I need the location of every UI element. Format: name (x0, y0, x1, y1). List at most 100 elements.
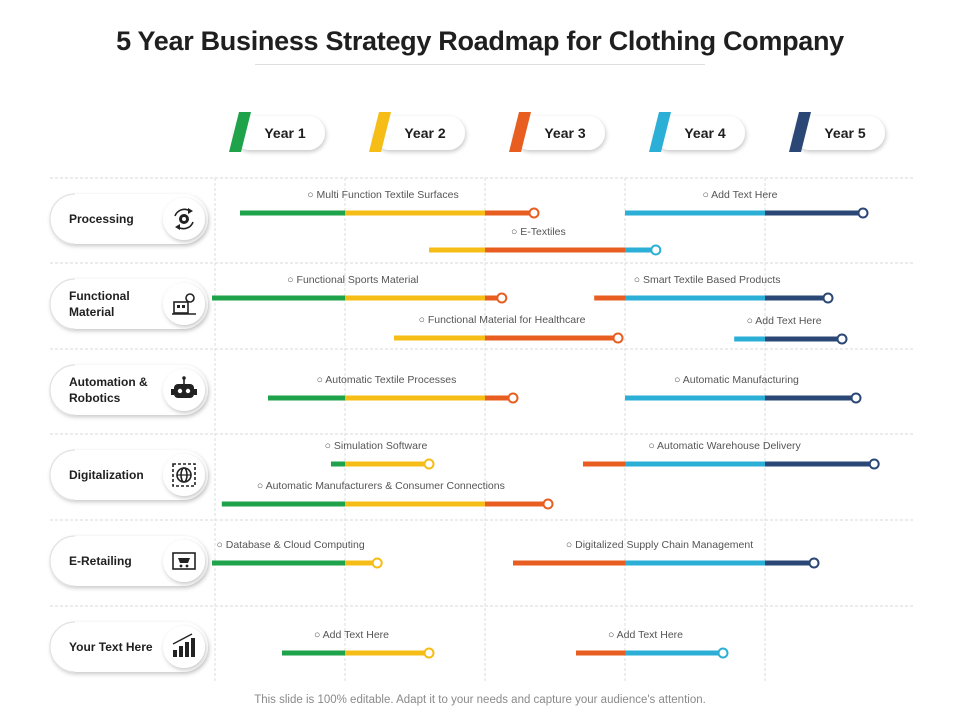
task-label: ○ Add Text Here (608, 629, 683, 641)
task-bar-segment (734, 336, 765, 342)
task-end-marker (650, 244, 662, 256)
roadmap-diagram: Year 1 Year 2 Year 3 Year 4 Year 5 Processing… (49, 112, 915, 682)
task-bar-segment (240, 210, 345, 216)
task-bar: ○ Functional Sports Material (212, 274, 508, 304)
task-end-marker (836, 333, 848, 345)
task-bar-segment (268, 395, 345, 401)
year-header-2: Year 2 (369, 112, 465, 152)
task-label: ○ Functional Sports Material (287, 274, 418, 286)
task-bar-segment (345, 395, 485, 401)
task-end-marker (822, 292, 834, 304)
category-label: Automation & Robotics (69, 375, 148, 405)
task-bar-segment (583, 461, 625, 467)
task-bar-segment (221, 501, 345, 507)
year-label: Year 4 (684, 125, 725, 141)
task-bar-segment (594, 295, 625, 301)
category-label: Processing (69, 212, 134, 226)
category-4: Digitalization (49, 449, 208, 501)
task-bar-segment (485, 247, 625, 253)
task-bar-segment (485, 335, 618, 341)
category-5: E-Retailing (49, 535, 208, 587)
year-ribbon (369, 112, 391, 152)
task-end-marker (528, 207, 540, 219)
year-label: Year 2 (404, 125, 445, 141)
task-bar-segment (212, 560, 345, 566)
task-bar-segment (394, 335, 485, 341)
task-end-marker (717, 647, 729, 659)
year-label: Year 5 (824, 125, 865, 141)
task-bar-segment (625, 247, 656, 253)
task-bar-segment (485, 210, 534, 216)
task-bar-segment (331, 461, 345, 467)
year-ribbon (229, 112, 251, 152)
year-header-4: Year 4 (649, 112, 745, 152)
category-2: Functional Material (49, 278, 208, 330)
task-bar: ○ Add Text Here (576, 629, 729, 659)
task-bar-segment (345, 295, 485, 301)
task-end-marker (857, 207, 869, 219)
robot-icon (171, 376, 197, 398)
task-end-marker (808, 557, 820, 569)
task-label: ○ Add Text Here (314, 629, 389, 641)
task-label: ○ Simulation Software (325, 440, 428, 452)
task-end-marker (423, 458, 435, 470)
category-label: Functional Material (69, 289, 130, 319)
task-bar-segment (765, 461, 875, 467)
year-ribbon (649, 112, 671, 152)
task-end-marker (423, 647, 435, 659)
task-bar: ○ Functional Material for Healthcare (394, 314, 624, 344)
task-bar: ○ Add Text Here (625, 189, 869, 219)
task-label: ○ Functional Material for Healthcare (419, 314, 586, 326)
task-bar-segment (625, 395, 765, 401)
task-label: ○ E-Textiles (511, 226, 566, 238)
task-bar-segment (282, 650, 345, 656)
task-bar-segment (513, 560, 625, 566)
task-bar-segment (345, 210, 485, 216)
category-6: Your Text Here (49, 621, 208, 673)
task-bar: ○ Automatic Textile Processes (268, 374, 519, 404)
task-bar-segment (212, 295, 345, 301)
task-bar-segment (765, 295, 828, 301)
page-title: 5 Year Business Strategy Roadmap for Clo… (116, 26, 844, 56)
title-divider (255, 64, 705, 65)
task-label: ○ Add Text Here (747, 315, 822, 327)
task-bar: ○ Database & Cloud Computing (212, 539, 383, 569)
task-bar-segment (625, 650, 723, 656)
task-bar-segment (625, 560, 765, 566)
task-bar-segment (625, 461, 765, 467)
task-bar-segment (345, 560, 378, 566)
task-label: ○ Automatic Warehouse Delivery (648, 440, 801, 452)
task-end-marker (868, 458, 880, 470)
task-bar-segment (485, 395, 513, 401)
year-label: Year 3 (544, 125, 585, 141)
category-label: Digitalization (69, 468, 144, 482)
task-bar: ○ Automatic Manufacturers & Consumer Con… (221, 480, 554, 510)
task-bar: ○ E-Textiles (429, 226, 662, 256)
year-header-3: Year 3 (509, 112, 605, 152)
task-bar-segment (345, 461, 429, 467)
year-header-1: Year 1 (229, 112, 325, 152)
task-end-marker (850, 392, 862, 404)
category-1: Processing (49, 193, 208, 245)
footer-note: This slide is 100% editable. Adapt it to… (254, 694, 706, 706)
task-bar-segment (429, 247, 485, 253)
bar-chart-icon (172, 633, 195, 657)
task-bar: ○ Add Text Here (282, 629, 435, 659)
category-label: Your Text Here (69, 640, 153, 654)
task-bar-segment (345, 501, 485, 507)
machine-icon (172, 293, 196, 315)
task-label: ○ Smart Textile Based Products (634, 274, 781, 286)
task-bar-segment (576, 650, 625, 656)
task-bar: ○ Simulation Software (325, 440, 435, 470)
task-label: ○ Automatic Manufacturing (674, 374, 799, 386)
task-end-marker (496, 292, 508, 304)
year-ribbon (509, 112, 531, 152)
task-bar-segment (485, 501, 548, 507)
task-bar: ○ Add Text Here (734, 315, 848, 345)
globe-icon (172, 463, 196, 487)
task-bar-segment (765, 395, 856, 401)
task-label: ○ Digitalized Supply Chain Management (566, 539, 753, 551)
task-bar-segment (345, 650, 429, 656)
task-end-marker (371, 557, 383, 569)
task-label: ○ Database & Cloud Computing (217, 539, 365, 551)
